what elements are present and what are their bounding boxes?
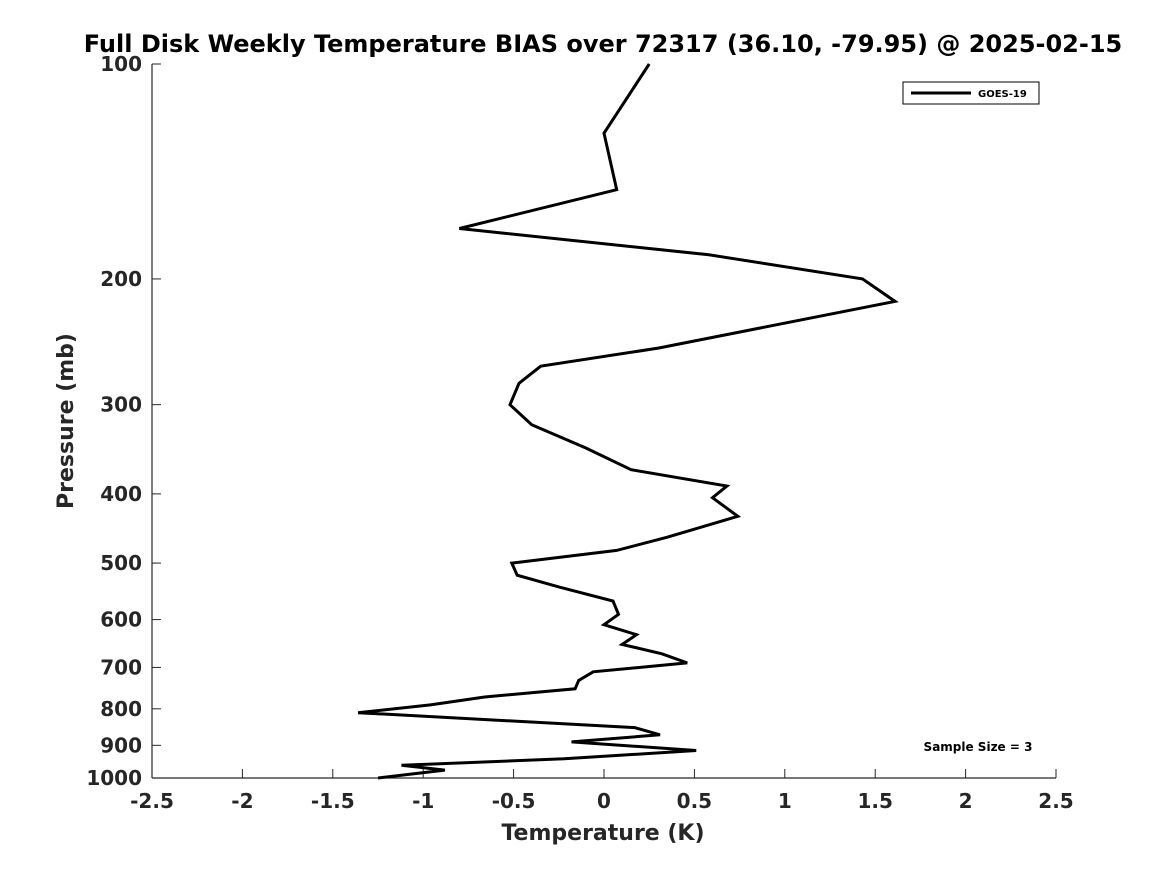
x-tick-label: -1 <box>412 789 434 813</box>
x-tick-label: 2.5 <box>1038 789 1073 813</box>
x-tick-label: 0 <box>597 789 611 813</box>
chart-title: Full Disk Weekly Temperature BIAS over 7… <box>84 30 1123 58</box>
series-line-goes-19 <box>357 63 899 780</box>
x-tick-label: -0.5 <box>492 789 536 813</box>
x-tick-label: 1.5 <box>857 789 892 813</box>
y-axis-label: Pressure (mb) <box>54 333 79 509</box>
x-tick-label: -2 <box>231 789 253 813</box>
y-tick-label: 400 <box>100 482 142 506</box>
y-tick-label: 200 <box>100 267 142 291</box>
x-tick-label: 1 <box>778 789 792 813</box>
y-tick-label: 100 <box>100 52 142 76</box>
x-tick-label: -1.5 <box>311 789 355 813</box>
y-tick-label: 900 <box>100 733 142 757</box>
x-tick-label: -2.5 <box>130 789 174 813</box>
legend: GOES-19 <box>902 81 1040 105</box>
y-tick-label: 700 <box>100 655 142 679</box>
y-tick-label: 500 <box>100 551 142 575</box>
y-tick-label: 800 <box>100 697 142 721</box>
y-tick-label: 300 <box>100 393 142 417</box>
x-tick-label: 2 <box>959 789 973 813</box>
x-axis-label: Temperature (K) <box>501 821 704 846</box>
y-axis-ticks: 100 200 300 400 500 600 700 800 900 1000 <box>86 52 161 790</box>
y-tick-label: 600 <box>100 608 142 632</box>
legend-label-goes-19: GOES-19 <box>978 89 1027 100</box>
sample-size-annotation: Sample Size = 3 <box>924 740 1033 754</box>
x-tick-label: 0.5 <box>677 789 712 813</box>
y-tick-label: 1000 <box>86 766 142 790</box>
series-layer <box>357 63 899 780</box>
x-axis-ticks: -2.5 -2 -1.5 -1 -0.5 0 0.5 1 1.5 2 2.5 <box>130 769 1074 813</box>
